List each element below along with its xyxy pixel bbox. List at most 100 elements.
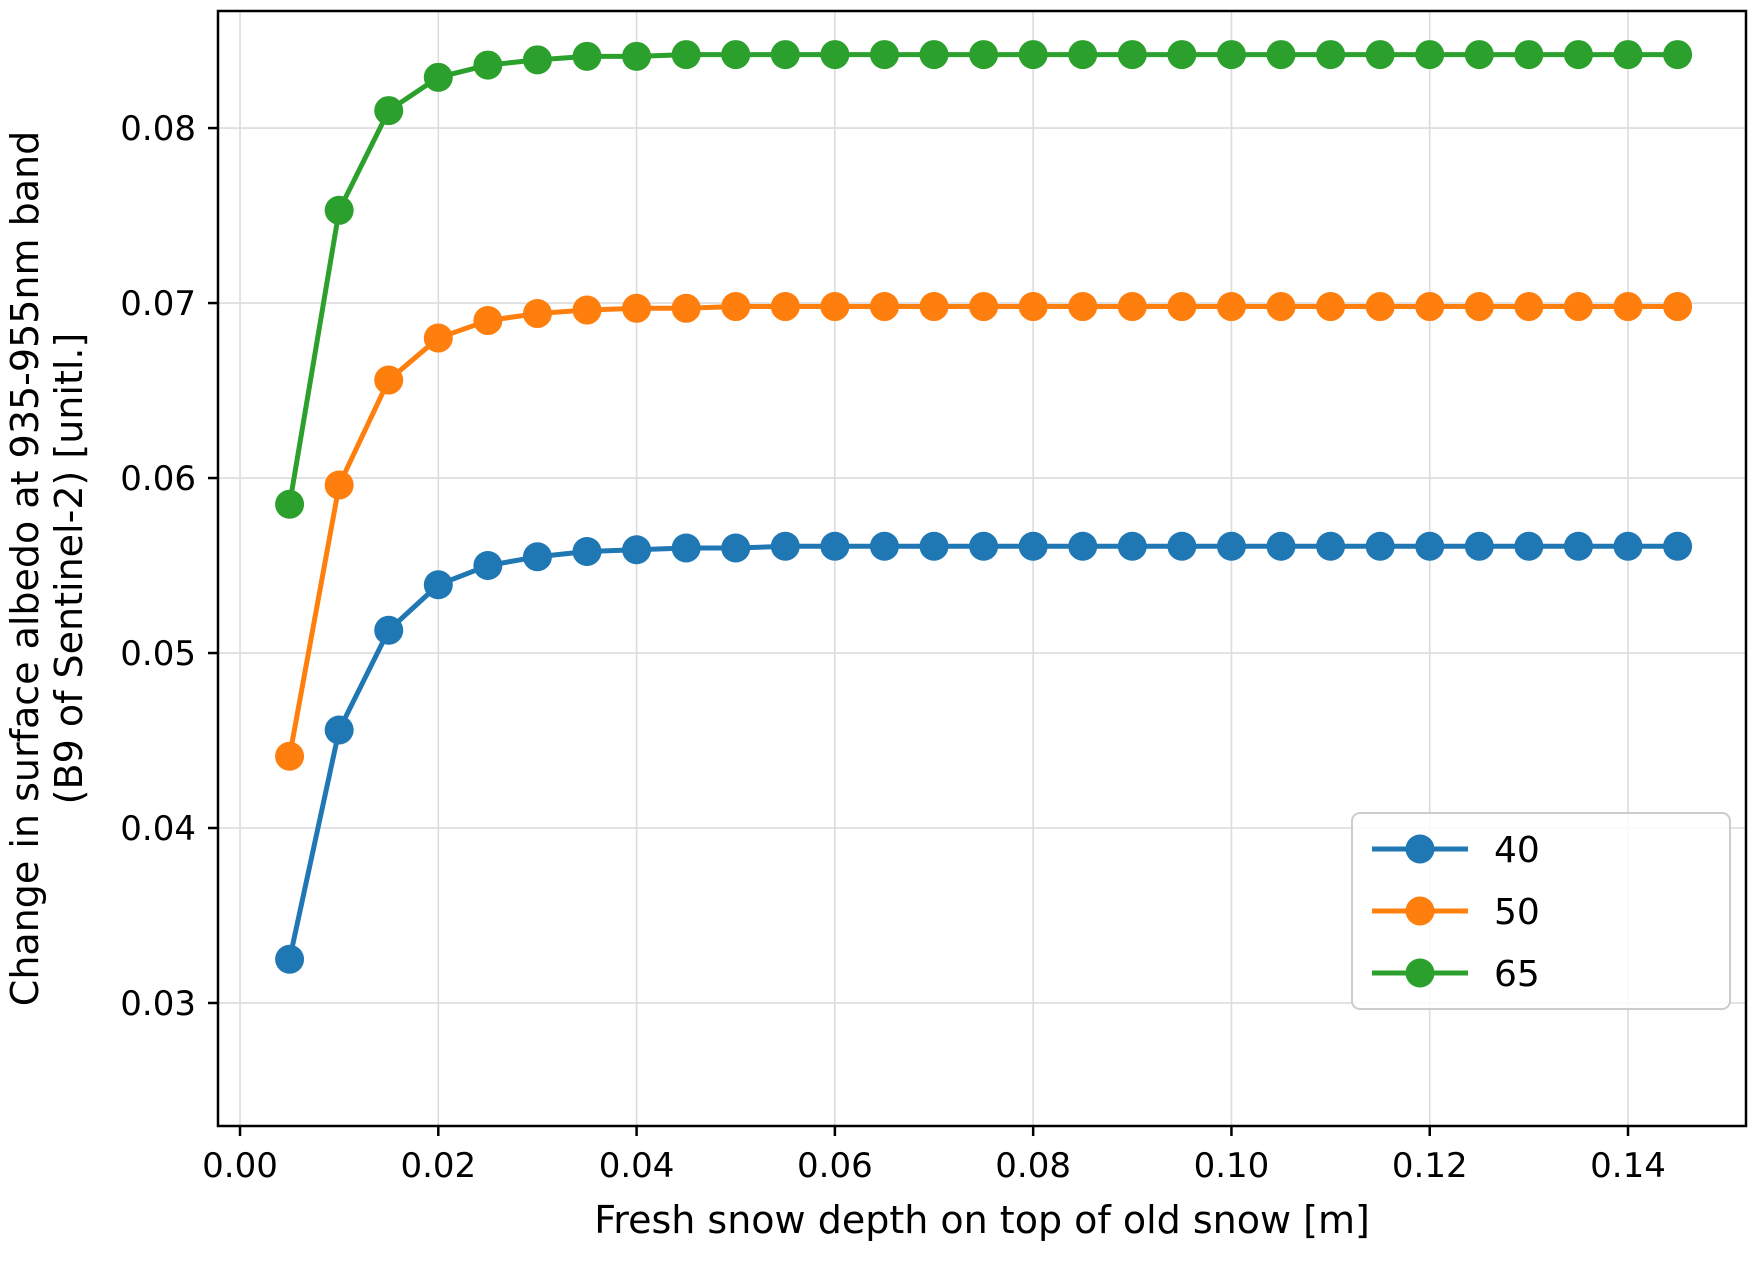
data-point-marker	[275, 489, 305, 519]
data-point-marker	[1316, 292, 1346, 322]
data-point-marker	[1464, 40, 1494, 70]
data-point-marker	[374, 365, 404, 395]
data-point-marker	[1514, 292, 1544, 322]
data-point-marker	[1316, 531, 1346, 561]
data-point-marker	[869, 292, 899, 322]
data-point-marker	[1018, 292, 1048, 322]
data-point-marker	[622, 41, 652, 71]
data-point-marker	[820, 292, 850, 322]
data-point-marker	[324, 715, 354, 745]
legend-marker-sample	[1405, 834, 1435, 864]
data-point-marker	[770, 40, 800, 70]
data-point-marker	[1266, 531, 1296, 561]
data-point-marker	[1563, 531, 1593, 561]
y-axis-label-line-2: (B9 of Sentinel-2) [unitl.]	[47, 333, 91, 805]
legend-label: 65	[1494, 954, 1540, 995]
data-point-marker	[919, 40, 949, 70]
data-point-marker	[423, 570, 453, 600]
y-axis: 0.03 0.04 0.05 0.06 0.07 0.08	[120, 109, 218, 1024]
data-point-marker	[522, 45, 552, 75]
x-tick-label: 0.08	[995, 1146, 1071, 1186]
x-tick-label: 0.02	[400, 1146, 476, 1186]
data-point-marker	[770, 292, 800, 322]
legend-box	[1351, 812, 1731, 1010]
x-tick-label: 0.04	[599, 1146, 675, 1186]
data-point-marker	[820, 40, 850, 70]
data-point-marker	[1613, 531, 1643, 561]
data-point-marker	[572, 41, 602, 71]
x-tick-label: 0.10	[1194, 1146, 1270, 1186]
data-point-marker	[1613, 292, 1643, 322]
data-point-marker	[1216, 531, 1246, 561]
data-point-marker	[1415, 292, 1445, 322]
legend-label: 40	[1494, 830, 1540, 871]
data-point-marker	[1663, 40, 1693, 70]
data-point-marker	[869, 40, 899, 70]
data-point-marker	[919, 292, 949, 322]
data-point-marker	[1663, 531, 1693, 561]
data-point-marker	[622, 535, 652, 565]
data-point-marker	[423, 323, 453, 353]
data-point-marker	[969, 40, 999, 70]
data-point-marker	[1018, 531, 1048, 561]
data-point-marker	[1613, 40, 1643, 70]
data-point-marker	[1464, 292, 1494, 322]
data-point-marker	[721, 292, 751, 322]
x-axis: 0.00 0.02 0.04 0.06 0.08 0.10 0.12 0.14	[202, 1126, 1666, 1186]
data-point-marker	[473, 50, 503, 80]
data-point-marker	[1266, 40, 1296, 70]
data-point-marker	[721, 533, 751, 563]
data-point-marker	[275, 741, 305, 771]
data-point-marker	[1117, 292, 1147, 322]
data-point-marker	[324, 470, 354, 500]
series-65	[275, 40, 1693, 519]
data-point-marker	[1415, 531, 1445, 561]
data-point-marker	[671, 293, 701, 323]
series-40	[275, 531, 1693, 974]
axes-spines	[216, 9, 1748, 1128]
data-point-marker	[671, 40, 701, 70]
data-point-marker	[572, 537, 602, 567]
data-point-marker	[969, 531, 999, 561]
data-point-marker	[1563, 292, 1593, 322]
data-point-marker	[1167, 531, 1197, 561]
data-point-marker	[869, 531, 899, 561]
data-point-marker	[1316, 40, 1346, 70]
y-tick-label: 0.08	[120, 109, 196, 149]
data-point-marker	[1068, 292, 1098, 322]
legend-marker-sample	[1405, 896, 1435, 926]
legend-marker-sample	[1405, 958, 1435, 988]
y-tick-label: 0.07	[120, 284, 196, 324]
y-axis-label-line-1: Change in surface albedo at 935-955nm ba…	[3, 131, 47, 1006]
data-point-marker	[721, 40, 751, 70]
data-point-marker	[622, 293, 652, 323]
data-point-marker	[1514, 531, 1544, 561]
data-point-marker	[1167, 292, 1197, 322]
data-point-marker	[1464, 531, 1494, 561]
data-point-marker	[374, 96, 404, 126]
data-point-marker	[1068, 531, 1098, 561]
data-point-marker	[1117, 40, 1147, 70]
legend: 40 50 65	[1351, 812, 1731, 1010]
legend-entry-65: 65	[1372, 954, 1540, 995]
y-tick-label: 0.05	[120, 634, 196, 674]
x-axis-label: Fresh snow depth on top of old snow [m]	[594, 1198, 1370, 1242]
data-point-marker	[473, 551, 503, 581]
y-tick-label: 0.06	[120, 459, 196, 499]
data-point-marker	[919, 531, 949, 561]
data-point-marker	[1068, 40, 1098, 70]
x-tick-label: 0.14	[1590, 1146, 1666, 1186]
data-point-marker	[522, 299, 552, 329]
data-point-marker	[324, 195, 354, 225]
data-point-marker	[572, 295, 602, 325]
data-point-marker	[671, 533, 701, 563]
y-tick-label: 0.03	[120, 984, 196, 1024]
data-point-marker	[1514, 40, 1544, 70]
data-point-marker	[820, 531, 850, 561]
series-50	[275, 292, 1693, 771]
data-point-marker	[1167, 40, 1197, 70]
data-point-marker	[275, 944, 305, 974]
x-tick-label: 0.12	[1392, 1146, 1468, 1186]
x-tick-label: 0.00	[202, 1146, 278, 1186]
